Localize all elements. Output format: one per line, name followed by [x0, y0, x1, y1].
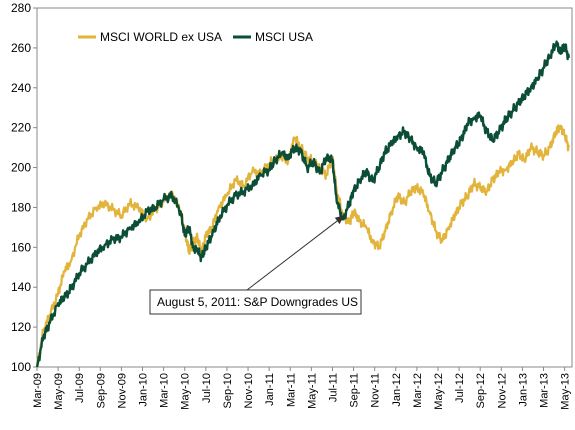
- x-tick-label: Sep-09: [95, 373, 107, 408]
- annotation-arrow: [246, 220, 338, 291]
- x-tick-label: Mar-12: [412, 373, 424, 408]
- y-tick-label: 100: [11, 360, 31, 374]
- x-tick-label: Jul-12: [454, 373, 466, 403]
- x-tick-label: Jan-13: [517, 373, 529, 407]
- y-tick-label: 240: [11, 81, 31, 95]
- x-tick-label: Jul-11: [327, 373, 339, 402]
- annotation-text: August 5, 2011: S&P Downgrades US: [157, 295, 358, 309]
- y-tick-label: 220: [11, 121, 31, 135]
- y-tick-label: 280: [11, 1, 31, 15]
- x-tick-label: May-12: [433, 373, 445, 410]
- x-tick-label: Jan-12: [391, 373, 403, 407]
- x-tick-label: Jan-11: [264, 373, 276, 406]
- x-tick-label: Nov-11: [370, 373, 382, 408]
- annotation-box: [149, 289, 362, 315]
- x-tick-label: May-09: [53, 373, 65, 410]
- x-tick-label: Mar-09: [32, 373, 44, 408]
- legend-label: MSCI USA: [255, 30, 313, 44]
- series-lines: [35, 40, 570, 368]
- y-tick-label: 120: [11, 320, 31, 334]
- x-tick-label: May-11: [306, 373, 318, 409]
- x-tick-label: Jan-10: [138, 373, 150, 407]
- x-tick-label: May-10: [180, 373, 192, 410]
- x-tick-label: Sep-10: [222, 373, 234, 408]
- y-tick-label: 180: [11, 200, 31, 214]
- x-axis-ticks: Mar-09 May-09 Jul-09 Sep-09 Nov-09 Jan-10 Mar-…: [32, 367, 572, 410]
- x-tick-label: Mar-13: [539, 373, 551, 408]
- legend: MSCI WORLD ex USA MSCI USA: [78, 30, 313, 44]
- y-tick-label: 140: [11, 280, 31, 294]
- y-tick-label: 160: [11, 240, 31, 254]
- x-tick-label: Sep-12: [475, 373, 487, 408]
- y-tick-label: 260: [11, 41, 31, 55]
- y-axis-ticks: 100 120 140 160 180 200 220 240 260 280: [11, 1, 37, 374]
- x-tick-label: Jul-10: [201, 373, 213, 403]
- x-tick-label: Sep-11: [349, 373, 361, 408]
- x-tick-label: Mar-10: [159, 373, 171, 408]
- series-line: [35, 40, 570, 368]
- x-tick-label: May-13: [560, 373, 572, 410]
- y-tick-label: 200: [11, 161, 31, 175]
- x-tick-label: Nov-10: [243, 373, 255, 408]
- x-tick-label: Nov-09: [116, 373, 128, 408]
- x-tick-label: Nov-12: [496, 373, 508, 408]
- annotation: August 5, 2011: S&P Downgrades US: [149, 215, 362, 315]
- annotation-arrow-head: [334, 215, 345, 225]
- legend-label: MSCI WORLD ex USA: [100, 30, 222, 44]
- x-tick-label: Mar-11: [285, 373, 297, 407]
- x-tick-label: Jul-09: [74, 373, 86, 403]
